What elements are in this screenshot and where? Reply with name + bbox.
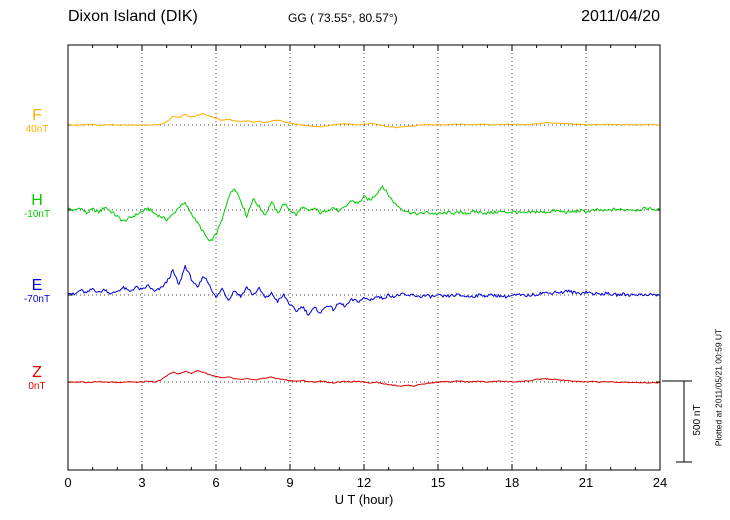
- channel-label-z: Z 0nT: [6, 364, 68, 393]
- channel-baseline-value: 40nT: [25, 124, 49, 135]
- plot-date: 2011/04/20: [581, 8, 660, 25]
- trace-Z: [67, 369, 661, 387]
- x-tick-label: 12: [357, 475, 371, 490]
- x-tick-label: 21: [579, 475, 593, 490]
- plot-frame: [67, 44, 661, 471]
- x-tick-label: 0: [64, 475, 71, 490]
- channel-baseline-value: -10nT: [23, 209, 51, 220]
- channel-baseline-value: -70nT: [23, 294, 51, 305]
- x-tick-label: 6: [212, 475, 219, 490]
- station-title: Dixon Island (DIK): [68, 8, 198, 25]
- x-tick-label: 15: [431, 475, 445, 490]
- channel-letter: E: [31, 277, 43, 294]
- x-tick-label: 24: [653, 475, 667, 490]
- trace-E: [67, 264, 661, 316]
- x-tick-label: 9: [286, 475, 293, 490]
- x-tick-label: 3: [138, 475, 145, 490]
- trace-F: [67, 113, 661, 129]
- channel-letter: H: [31, 192, 43, 209]
- plotted-timestamp-note: Plotted at 2011/05/21 00:59 UT: [713, 328, 724, 447]
- channel-baseline-value: 0nT: [28, 381, 46, 392]
- x-tick-label: 18: [505, 475, 519, 490]
- scale-bar-label: 500 nT: [692, 404, 703, 436]
- channel-letter: Z: [32, 364, 42, 381]
- channel-label-e: E -70nT: [6, 277, 68, 306]
- x-axis-label: U T (hour): [334, 492, 394, 507]
- channel-label-f: F 40nT: [6, 107, 68, 136]
- channel-letter: F: [32, 107, 42, 124]
- trace-H: [67, 185, 661, 242]
- channel-label-h: H -10nT: [6, 192, 68, 221]
- geo-coordinates: GG ( 73.55°, 80.57°): [288, 11, 398, 25]
